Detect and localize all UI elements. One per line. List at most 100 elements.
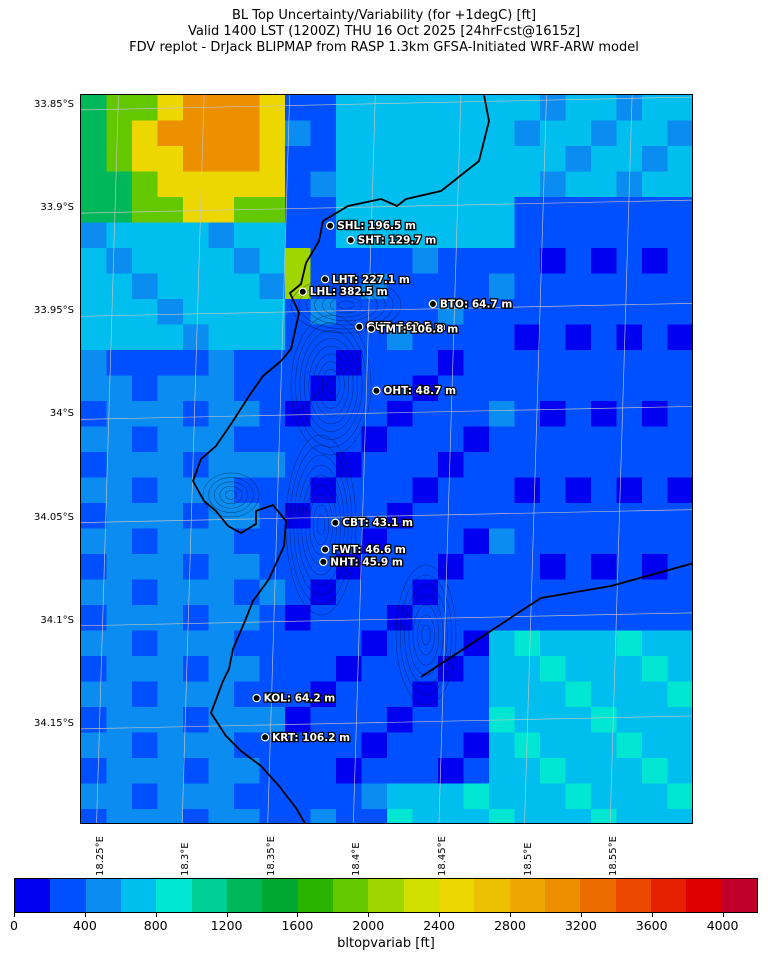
grid-cell — [387, 171, 413, 198]
grid-cell — [412, 248, 439, 274]
grid-cell — [81, 197, 107, 223]
colorbar-tick — [439, 913, 441, 917]
grid-cell — [285, 120, 311, 147]
colorbar-tick-label: 800 — [143, 918, 168, 933]
grid-cell — [591, 324, 617, 351]
coastline — [192, 95, 692, 823]
grid-cell — [183, 605, 209, 631]
grid-cell — [642, 375, 668, 402]
grid-cell — [438, 579, 464, 606]
grid-cell — [438, 146, 464, 172]
grid-cell — [157, 350, 184, 376]
grid-cell — [157, 579, 184, 606]
grid-cell — [361, 452, 388, 478]
grid-cell — [463, 452, 490, 478]
grid-cell — [157, 222, 184, 249]
longitude-label: 18.5°E — [522, 842, 534, 876]
grid-cell — [616, 503, 643, 529]
grid-cell — [667, 783, 692, 810]
grid-cell — [183, 732, 209, 759]
colorbar-segment — [615, 879, 651, 912]
grid-cell — [616, 350, 643, 376]
longitude-label: 18.3°E — [180, 842, 192, 876]
contour-line — [304, 338, 358, 432]
grid-cell — [667, 477, 692, 504]
contour-line — [312, 504, 330, 546]
grid-cell — [514, 324, 541, 351]
grid-cell — [157, 630, 184, 657]
grid-cell — [310, 783, 337, 810]
grid-cell — [616, 758, 643, 784]
grid-cell — [642, 707, 668, 733]
grid-cell — [106, 809, 133, 823]
grid-cell — [514, 197, 541, 223]
grid-cell — [208, 579, 235, 606]
contour-line — [299, 330, 363, 440]
contour-line — [321, 369, 341, 401]
grid-cell — [157, 503, 184, 529]
grid-cell — [489, 120, 515, 147]
grid-cell — [540, 452, 566, 478]
grid-cell — [565, 732, 592, 759]
grid-cell — [208, 222, 235, 249]
grid-cell — [132, 732, 158, 759]
grid-cell — [259, 579, 286, 606]
grid-cell — [106, 477, 133, 504]
grid-cell — [157, 758, 184, 784]
grid-cell — [361, 707, 388, 733]
station-marker-oht — [372, 386, 381, 395]
grid-cell — [106, 783, 133, 810]
grid-cell — [132, 503, 158, 529]
grid-cell — [361, 783, 388, 810]
colorbar-tick-label: 2800 — [494, 918, 526, 933]
variability-grid — [81, 95, 692, 823]
contour-line — [337, 300, 355, 310]
grid-cell — [412, 273, 439, 300]
grid-cell — [412, 197, 439, 223]
grid-cell — [667, 656, 692, 682]
grid-cell — [183, 248, 209, 274]
grid-cell — [208, 95, 235, 121]
grid-cell — [310, 707, 337, 733]
colorbar-tick-label: 0 — [10, 918, 18, 933]
grid-cell — [438, 554, 464, 580]
station-label-tmt: TMT: 106.8 m — [378, 323, 458, 335]
grid-cell — [642, 452, 668, 478]
grid-cell — [183, 554, 209, 580]
grid-cell — [412, 528, 439, 555]
contour-line — [408, 594, 444, 676]
grid-cell — [285, 375, 311, 402]
grid-cell — [540, 681, 566, 708]
station-marker-lht — [320, 275, 330, 284]
grid-cell — [208, 120, 235, 147]
grid-cell — [81, 120, 107, 147]
grid-cell — [412, 503, 439, 529]
grid-cell — [667, 503, 692, 529]
grid-cell — [667, 95, 692, 121]
grid-cell — [310, 758, 337, 784]
grid-cell — [642, 528, 668, 555]
grid-cell — [514, 299, 541, 325]
colorbar-tick — [651, 913, 653, 917]
grid-cell — [310, 579, 337, 606]
grid-cell — [565, 171, 592, 198]
grid-cell — [106, 273, 133, 300]
latitude-label: 33.85°S — [34, 99, 74, 110]
grid-cell — [310, 630, 337, 657]
grid-cell — [463, 324, 490, 351]
station-label-krt: KRT: 106.2 m — [272, 732, 350, 744]
grid-cell — [514, 528, 541, 555]
grid-cell — [259, 477, 286, 504]
grid-cell — [540, 426, 566, 453]
title-line-3: FDV replot - DrJack BLIPMAP from RASP 1.… — [129, 40, 639, 55]
grid-cell — [463, 273, 490, 300]
grid-cell — [514, 273, 541, 300]
grid-cell — [667, 605, 692, 631]
grid-cell — [591, 146, 617, 172]
grid-cell — [616, 401, 643, 427]
grid-cell — [412, 426, 439, 453]
grid-cell — [387, 605, 413, 631]
grid-cell — [106, 299, 133, 325]
grid-cell — [514, 809, 541, 823]
grid-cell — [412, 171, 439, 198]
